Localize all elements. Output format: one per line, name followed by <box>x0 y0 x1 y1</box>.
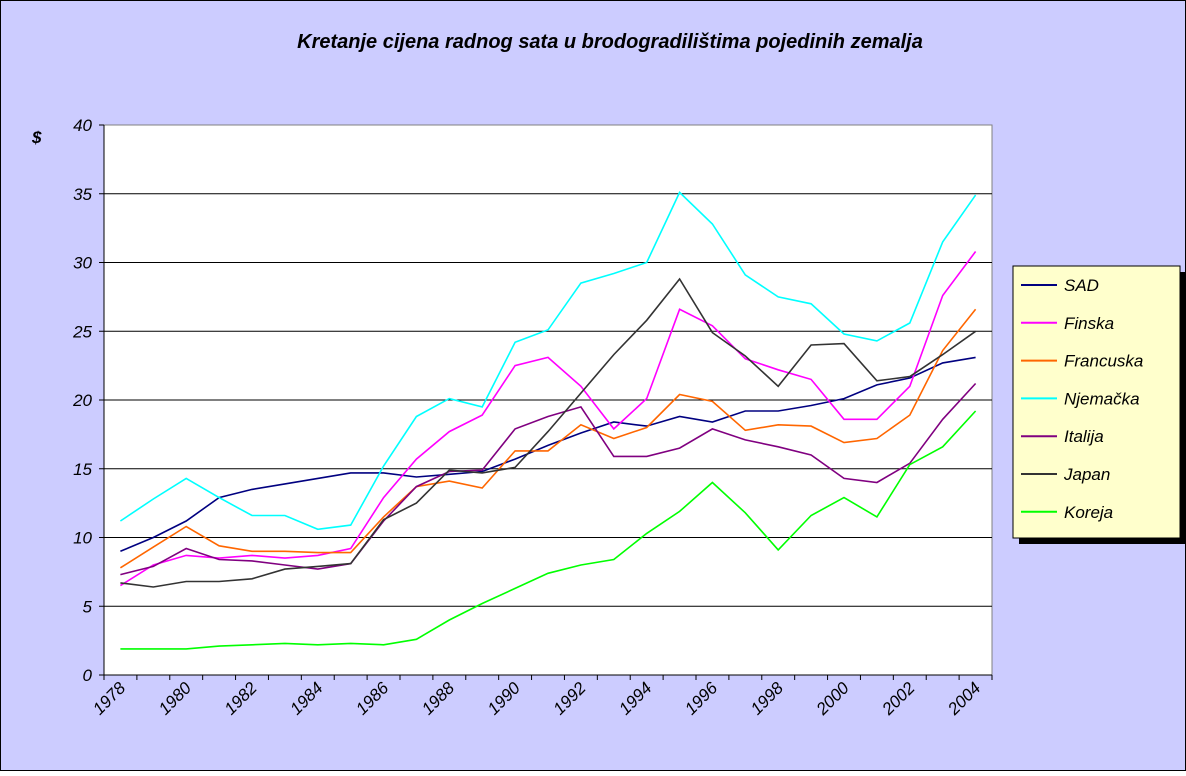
y-tick-label: 30 <box>73 254 92 273</box>
legend-label: Japan <box>1063 465 1110 484</box>
y-axis-label: $ <box>31 128 42 147</box>
legend-label: Njemačka <box>1064 389 1140 408</box>
y-tick-label: 25 <box>72 322 92 341</box>
series-line <box>119 191 977 531</box>
series-line <box>120 356 976 553</box>
series-line <box>119 251 977 587</box>
series-line <box>119 308 977 569</box>
y-tick-label: 35 <box>73 185 92 204</box>
legend <box>1012 265 1181 539</box>
y-tick-label: 10 <box>73 529 92 548</box>
series-line <box>120 410 977 650</box>
legend-label: Italija <box>1064 427 1104 446</box>
legend-label: Francuska <box>1064 352 1143 371</box>
legend-label: Finska <box>1064 314 1114 333</box>
y-tick-label: 0 <box>83 666 93 685</box>
series-line <box>120 277 977 588</box>
series-line <box>120 382 977 576</box>
chart-title: Kretanje cijena radnog sata u brodogradi… <box>297 31 923 53</box>
y-tick-label: 15 <box>73 460 92 479</box>
y-tick-label: 20 <box>72 391 92 410</box>
legend-label: Koreja <box>1064 503 1113 522</box>
legend-label: SAD <box>1064 276 1099 295</box>
y-tick-label: 5 <box>83 597 93 616</box>
y-tick-label: 40 <box>73 116 92 135</box>
